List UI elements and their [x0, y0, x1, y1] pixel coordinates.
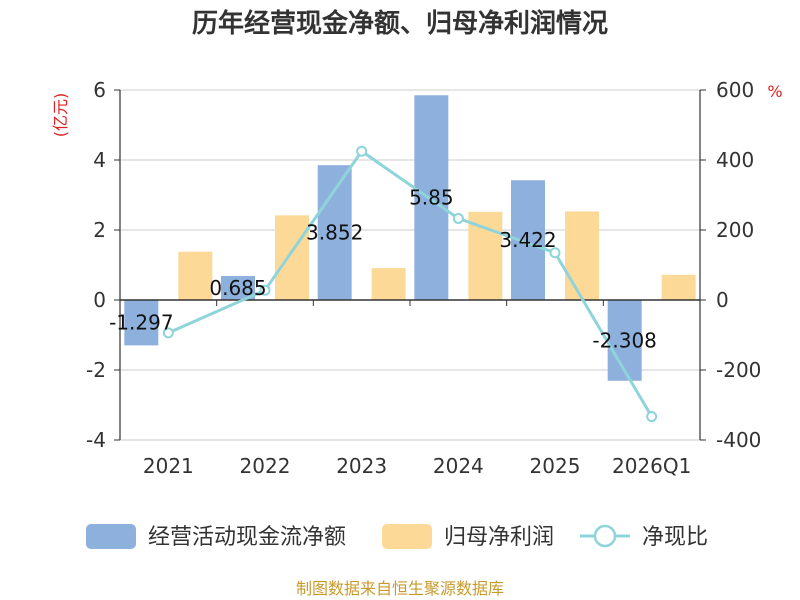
line-point: [259, 284, 271, 296]
source-note: 制图数据来自恒生聚源数据库: [296, 579, 504, 598]
right-axis-unit: %: [767, 82, 782, 101]
bar-net-profit: [275, 215, 309, 300]
right-tick-label: 600: [716, 78, 754, 102]
right-tick-label: 400: [716, 148, 754, 172]
line-point: [646, 411, 658, 423]
bar-net-profit: [178, 251, 213, 300]
left-tick-label: 0: [93, 288, 106, 312]
bar-net-profit: [371, 268, 406, 300]
chart-title: 历年经营现金净额、归母净利润情况: [192, 8, 608, 39]
x-tick-label: 2024: [433, 454, 484, 478]
x-tick-label: 2023: [336, 454, 387, 478]
bar-net-profit: [661, 274, 696, 300]
right-tick-label: -200: [716, 358, 761, 382]
data-label: 0.685: [209, 276, 266, 300]
bar-operating-cashflow: [607, 300, 642, 381]
left-tick-label: 4: [93, 148, 106, 172]
bar-net-profit: [565, 211, 599, 300]
bars: [124, 95, 696, 381]
left-tick-label: 6: [93, 78, 106, 102]
axes: 6 4 2 0 -2 -4 600 400 200 0 -200 -400 2021 2022 2023 20…: [86, 78, 761, 478]
left-tick-label: -4: [86, 428, 106, 452]
legend-label: 经营活动现金流净额: [148, 525, 346, 550]
legend-swatch: [382, 524, 432, 549]
line-point: [162, 327, 174, 339]
data-label: -1.297: [109, 311, 173, 335]
legend-label: 归母净利润: [444, 525, 554, 550]
legend: 经营活动现金流净额 归母净利润 净现比: [86, 524, 708, 550]
x-tick-label: 2025: [530, 454, 581, 478]
bar-operating-cashflow: [124, 300, 159, 346]
x-tick-label: 2022: [240, 454, 291, 478]
left-tick-label: -2: [86, 358, 106, 382]
data-label: 5.85: [409, 186, 454, 210]
bar-operating-cashflow: [414, 95, 449, 300]
right-tick-label: 0: [716, 288, 729, 312]
legend-label: 净现比: [642, 525, 708, 550]
x-tick-label: 2021: [143, 454, 194, 478]
line-net-cash-ratio: [167, 149, 653, 418]
bar-operating-cashflow: [221, 276, 255, 300]
left-tick-label: 2: [93, 218, 106, 242]
right-tick-label: 200: [716, 218, 754, 242]
data-label: -2.308: [592, 328, 656, 352]
left-axis-unit: (亿元): [51, 93, 70, 138]
line-point: [549, 247, 561, 259]
data-label: 3.852: [306, 221, 363, 245]
line-point: [452, 212, 464, 224]
line-series: [162, 145, 658, 423]
line-point: [356, 145, 368, 157]
data-labels: -1.297 0.685 3.852 5.85 3.422 -2.308: [109, 186, 657, 353]
legend-swatch: [86, 524, 136, 549]
right-tick-label: -400: [716, 428, 761, 452]
legend-marker: [593, 524, 617, 548]
x-tick-label: 2026Q1: [612, 454, 691, 478]
data-label: 3.422: [499, 228, 556, 252]
